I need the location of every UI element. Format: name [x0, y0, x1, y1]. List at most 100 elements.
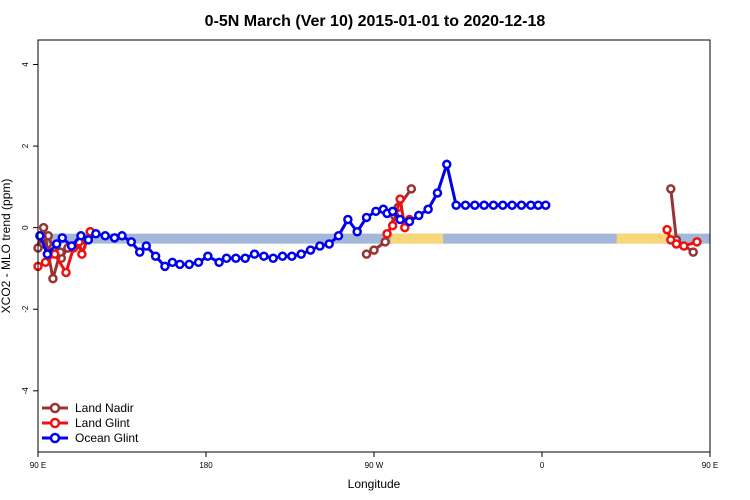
land-nadir-point [38, 222, 49, 233]
land-glint-point [50, 249, 60, 259]
chart-title: 0-5N March (Ver 10) 2015-01-01 to 2020-1… [205, 13, 546, 30]
y-axis-label: XCO2 - MLO trend (ppm) [0, 179, 13, 314]
ocean-glint-point [193, 257, 204, 268]
ocean-glint-point [51, 239, 62, 249]
ocean-glint-point [91, 229, 101, 239]
x-axis: 90 E 180 90 W 0 90 E [30, 452, 718, 470]
land-glint-point [679, 241, 689, 251]
y-tick-label: 0 [21, 225, 30, 230]
land-glint-point [400, 222, 410, 233]
ocean-glint-point [343, 214, 353, 225]
ocean-glint-point [488, 200, 499, 210]
legend-item-land-glint: Land Glint [42, 416, 130, 430]
ocean-glint-point [109, 233, 120, 243]
ocean-glint-point [442, 159, 452, 170]
x-tick-label: 90 E [702, 461, 718, 470]
ocean-glint-point [540, 200, 551, 210]
x-tick-label: 90 E [30, 461, 46, 470]
ocean-glint-point [395, 214, 405, 225]
ocean-glint-point [160, 261, 170, 272]
ocean-glint-point [76, 231, 86, 241]
ocean-glint-point [387, 206, 398, 217]
ocean-glint-point [533, 200, 544, 210]
ocean-glint-point [296, 249, 306, 259]
ocean-glint-point [315, 241, 325, 251]
legend-swatch-marker [49, 402, 61, 414]
ocean-glint-point [460, 200, 471, 210]
ocean-glint-point [126, 237, 137, 247]
legend-label: Land Glint [75, 416, 130, 430]
ocean-glint-point [526, 200, 536, 210]
land-glint-point [40, 257, 51, 268]
land-glint-point [77, 249, 87, 259]
ocean-glint-point [141, 241, 152, 251]
y-tick-label: 2 [21, 143, 30, 148]
land-nadir-point [369, 245, 379, 255]
ocean-glint-point [240, 253, 250, 263]
ocean-glint-point [214, 257, 224, 268]
land-nadir-point [666, 184, 676, 194]
ocean-glint-point [66, 241, 77, 251]
ocean-glint-point [268, 253, 278, 263]
land-glint-point [692, 237, 702, 247]
ocean-glint-point [305, 245, 316, 255]
ocean-glint-point [507, 200, 517, 210]
x-tick-label: 180 [199, 461, 213, 470]
ocean-glint-point [57, 233, 68, 243]
ocean-glint-point [333, 231, 344, 241]
legend-item-land-nadir: Land Nadir [42, 401, 134, 415]
x-tick-label: 0 [540, 461, 545, 470]
y-tick-label: 4 [21, 62, 30, 67]
land-glint-point [395, 194, 405, 204]
x-tick-label: 90 W [365, 461, 384, 470]
ocean-glint-point [451, 200, 461, 210]
series-ocean-glint [35, 158, 551, 272]
ocean-glint-point [414, 210, 424, 221]
ocean-glint-point [352, 226, 362, 237]
ocean-glint-point [184, 259, 194, 270]
land-glint-point [382, 229, 392, 239]
y-tick-label: -2 [21, 305, 30, 313]
land-nadir-point [406, 184, 417, 194]
legend-swatch-marker [49, 417, 61, 429]
ocean-glint-point [516, 200, 527, 210]
ocean-glint-point [231, 253, 241, 263]
ocean-glint-point [277, 251, 288, 261]
ocean-glint-point [134, 247, 145, 257]
y-tick-label: -4 [21, 387, 30, 395]
ocean-glint-point [423, 204, 433, 215]
ocean-glint-point [221, 253, 232, 263]
ocean-glint-point [175, 259, 185, 270]
legend-swatch-marker [49, 432, 61, 444]
ocean-glint-point [404, 216, 415, 227]
ocean-glint-point [479, 200, 489, 210]
legend-item-ocean-glint: Ocean Glint [42, 431, 139, 445]
ocean-glint-point [100, 231, 110, 241]
ocean-glint-point [117, 231, 127, 241]
land-glint-point [387, 220, 398, 231]
land-nadir-point [380, 237, 390, 247]
legend-label: Land Nadir [75, 401, 134, 415]
land-glint-point [671, 239, 682, 249]
ocean-glint-point [35, 231, 45, 241]
ocean-glint-point [150, 251, 161, 261]
ocean-glint-point [259, 251, 269, 261]
ocean-glint-point [167, 257, 178, 268]
land-glint-point [662, 224, 672, 235]
ocean-glint-point [498, 200, 508, 210]
legend-label: Ocean Glint [75, 431, 139, 445]
series-layer [33, 158, 702, 284]
ocean-glint-point [42, 249, 53, 259]
land-nadir-point [688, 247, 698, 257]
series-land-glint [33, 194, 702, 278]
land-glint-point [61, 267, 71, 278]
ocean-glint-point [371, 206, 381, 217]
ocean-glint-point [324, 239, 334, 249]
ocean-glint-point [470, 200, 480, 210]
ocean-glint-point [287, 251, 297, 261]
ocean-glint-point [203, 251, 213, 261]
x-axis-label: Longitude [348, 477, 401, 491]
ocean-glint-point [432, 188, 443, 198]
